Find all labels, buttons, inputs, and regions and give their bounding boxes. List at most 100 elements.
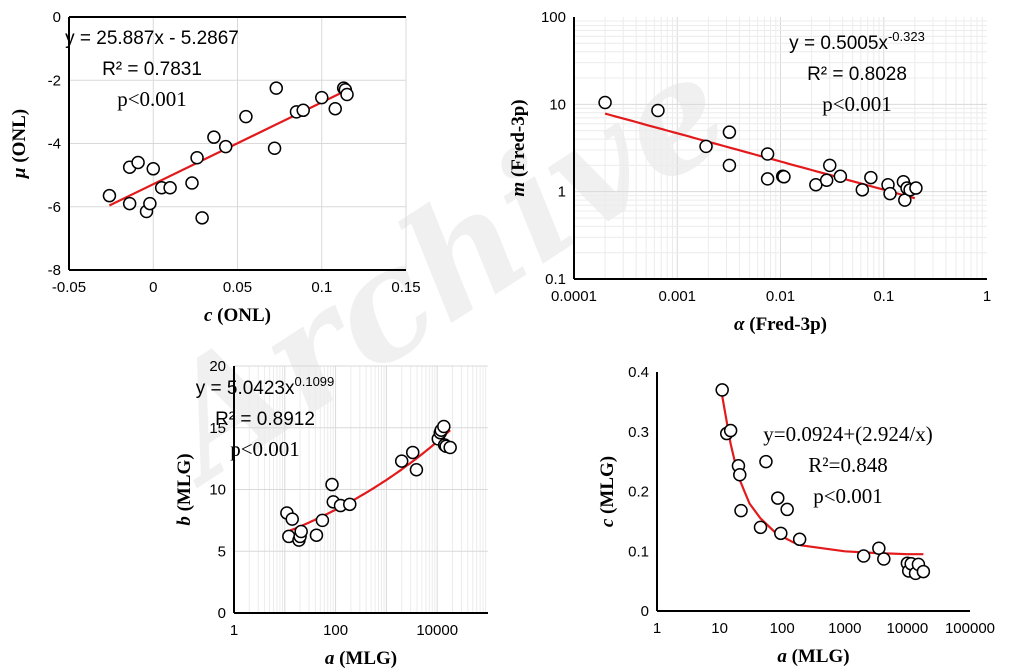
- data-point: [185, 176, 199, 190]
- y-tick-label: 0.1: [628, 543, 649, 560]
- data-point: [823, 158, 837, 173]
- x-tick-label: 10000: [416, 622, 458, 639]
- data-point: [131, 155, 145, 170]
- chart-panel-4: 1 10 100 1000 10000 100000 0 0.1 0.2 0.3 0.4 a (MLG…: [597, 364, 995, 667]
- data-point: [598, 95, 612, 110]
- x-tick-label: 0: [149, 279, 157, 296]
- y-axis-variable: μ: [9, 168, 30, 180]
- r-squared-label: R² = 0.7831: [102, 59, 202, 80]
- data-point: [909, 181, 923, 195]
- annotation-text: y = 5.0423x: [196, 378, 295, 399]
- data-point: [269, 81, 284, 95]
- y-tick-label: 15: [209, 420, 226, 437]
- data-point: [733, 468, 747, 482]
- chart-panels: -0.05 0 0.05 0.1 0.15-8-6-4-20c (ONL)μ (ONL)…: [9, 9, 995, 669]
- data-point: [715, 383, 729, 397]
- y-axis-title: b (MLG): [174, 453, 195, 525]
- annotation-text: p<0.001: [230, 437, 300, 461]
- data-point: [877, 552, 891, 566]
- equation-exponent: -0.323: [888, 29, 925, 44]
- x-axis-title: c (ONL): [204, 305, 271, 326]
- y-tick-label: 0: [641, 603, 649, 620]
- data-point: [916, 564, 931, 579]
- data-point: [394, 454, 409, 468]
- y-tick-label: 0.3: [628, 424, 649, 441]
- data-point: [734, 503, 748, 518]
- data-point: [443, 440, 457, 455]
- data-point: [409, 462, 424, 477]
- data-point: [722, 158, 737, 173]
- x-tick-label: -0.05: [52, 279, 86, 296]
- data-point: [195, 211, 209, 225]
- gridlines: [573, 17, 987, 280]
- y-tick-label: 0: [53, 9, 61, 26]
- data-point: [315, 513, 330, 528]
- trendline: [286, 429, 451, 534]
- y-axis-variable: c: [597, 518, 618, 527]
- data-point: [792, 532, 807, 547]
- data-point: [340, 87, 354, 102]
- y-tick-label: 0.2: [628, 484, 649, 501]
- x-tick-label: 10: [711, 620, 728, 637]
- data-point: [651, 103, 665, 118]
- data-point: [296, 103, 310, 118]
- data-series: [715, 383, 931, 581]
- data-point: [856, 549, 871, 563]
- r-squared-label: R²=0.848: [808, 453, 887, 477]
- y-axis-unit: (ONL): [9, 109, 30, 168]
- r-squared-label: R² = 0.8912: [215, 409, 315, 430]
- annotation-text: R²=0.848: [808, 453, 887, 477]
- equation-exponent: 0.1099: [295, 374, 335, 389]
- annotation-text: p<0.001: [117, 87, 187, 111]
- y-tick-label: 0.1: [545, 271, 566, 288]
- x-axis-variable: a: [777, 646, 787, 667]
- y-tick-label: 100: [541, 9, 566, 26]
- y-tick-label: 5: [218, 543, 226, 560]
- p-value-label: p<0.001: [117, 87, 187, 111]
- data-point: [102, 188, 117, 203]
- data-point: [325, 477, 339, 492]
- x-axis-title: a (MLG): [777, 646, 849, 667]
- data-point: [774, 526, 788, 541]
- fit-equation: y = 25.887x - 5.2867: [65, 28, 239, 49]
- data-point: [753, 520, 768, 535]
- data-point: [122, 196, 137, 211]
- annotation-text: y = 25.887x - 5.2867: [65, 28, 239, 49]
- data-point: [760, 147, 775, 161]
- y-tick-label: 20: [209, 358, 226, 375]
- x-tick-label: 1000: [828, 620, 861, 637]
- data-point: [833, 169, 848, 184]
- y-axis-variable: m: [508, 182, 529, 197]
- annotation-text: R² = 0.7831: [102, 59, 202, 80]
- data-point: [759, 454, 773, 469]
- data-point: [309, 528, 324, 542]
- data-point: [343, 497, 357, 512]
- data-point: [864, 170, 878, 185]
- y-tick-label: -8: [48, 262, 61, 279]
- p-value-label: p<0.001: [813, 484, 883, 508]
- x-tick-label: 1: [983, 288, 991, 305]
- data-point: [163, 181, 177, 195]
- data-point: [872, 541, 886, 556]
- x-tick-label: 0.01: [766, 288, 795, 305]
- data-point: [190, 150, 204, 165]
- annotation-text: p<0.001: [813, 484, 883, 508]
- y-tick-label: 10: [549, 96, 566, 113]
- data-point: [723, 423, 738, 438]
- y-axis-unit: (MLG): [174, 453, 195, 516]
- y-axis-variable: b: [174, 516, 195, 526]
- y-tick-label: -4: [48, 136, 61, 153]
- data-point: [771, 491, 785, 505]
- y-tick-label: 0: [218, 605, 226, 622]
- x-tick-label: 0.001: [658, 288, 696, 305]
- x-tick-label: 100000: [945, 620, 995, 637]
- p-value-label: p<0.001: [822, 92, 892, 116]
- x-tick-label: 100: [770, 620, 795, 637]
- data-point: [207, 130, 221, 144]
- y-axis-title: c (MLG): [597, 456, 618, 527]
- x-tick-label: 0.15: [391, 279, 420, 296]
- annotation-text: y = 0.5005x: [789, 33, 888, 54]
- data-point: [294, 524, 308, 539]
- fit-equation: y=0.0924+(2.924/x): [763, 422, 933, 446]
